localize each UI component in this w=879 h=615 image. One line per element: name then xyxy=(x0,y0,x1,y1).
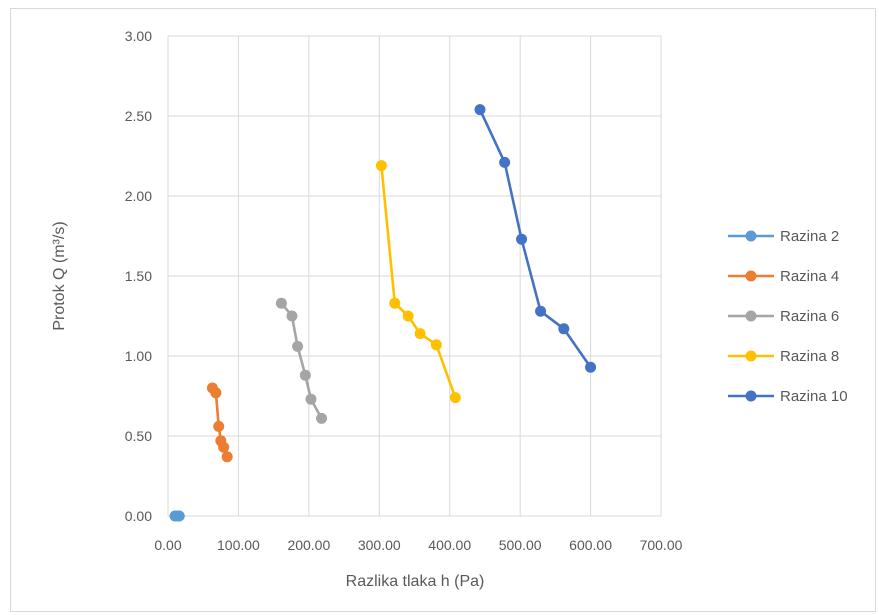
legend-marker xyxy=(745,270,757,282)
legend-marker xyxy=(745,230,757,242)
series-razina-6 xyxy=(275,297,328,424)
data-point xyxy=(389,297,401,309)
data-point xyxy=(316,412,328,424)
legend-item: Razina 8 xyxy=(728,348,839,365)
legend-marker xyxy=(745,350,757,362)
legend-label: Razina 4 xyxy=(780,268,839,285)
y-tick-label: 1.00 xyxy=(125,348,152,364)
data-point xyxy=(213,420,225,432)
grid-lines xyxy=(167,35,662,517)
legend-item: Razina 2 xyxy=(728,228,839,245)
y-axis-title: Protok Q (m³/s) xyxy=(51,221,68,330)
legend-label: Razina 10 xyxy=(780,388,848,405)
data-point xyxy=(414,328,426,340)
y-tick-label: 3.00 xyxy=(125,28,152,44)
x-tick-label: 700.00 xyxy=(640,537,683,553)
plot-series xyxy=(169,104,597,522)
series-razina-4 xyxy=(206,382,233,463)
data-point xyxy=(474,104,486,116)
legend: Razina 2 Razina 4 Razina 6 Razina 8 Razina 1… xyxy=(728,228,848,405)
data-point xyxy=(558,323,570,335)
data-point xyxy=(173,510,185,522)
data-point xyxy=(449,392,461,404)
series-line xyxy=(478,108,592,369)
series-razina-10 xyxy=(474,104,597,373)
data-point xyxy=(299,369,311,381)
x-tick-label: 200.00 xyxy=(287,537,330,553)
legend-item: Razina 4 xyxy=(728,268,839,285)
legend-label: Razina 6 xyxy=(780,308,839,325)
data-point xyxy=(286,310,298,322)
legend-label: Razina 2 xyxy=(780,228,839,245)
data-point xyxy=(499,156,511,168)
chart-frame xyxy=(10,8,876,612)
data-point xyxy=(305,393,317,405)
x-tick-label: 100.00 xyxy=(217,537,260,553)
data-point xyxy=(535,305,547,317)
data-point xyxy=(218,441,230,453)
legend-marker xyxy=(745,310,757,322)
data-point xyxy=(275,297,287,309)
x-tick-label: 500.00 xyxy=(499,537,542,553)
x-tick-label: 300.00 xyxy=(358,537,401,553)
data-point xyxy=(292,340,304,352)
y-tick-label: 2.50 xyxy=(125,108,152,124)
data-point xyxy=(430,339,442,351)
y-tick-label: 0.00 xyxy=(125,508,152,524)
axis-ticks: 0.00 0.50 1.00 1.50 2.00 2.50 3.00 0.00 100.00 20… xyxy=(125,28,683,553)
x-tick-label: 0.00 xyxy=(154,537,181,553)
y-tick-label: 2.00 xyxy=(125,188,152,204)
x-tick-label: 400.00 xyxy=(428,537,471,553)
data-point xyxy=(402,310,414,322)
series-razina-8 xyxy=(375,160,461,404)
data-point xyxy=(375,160,387,172)
legend-marker xyxy=(745,390,757,402)
x-axis-title: Razlika tlaka h (Pa) xyxy=(346,573,485,590)
data-point xyxy=(516,233,528,245)
series-razina-2 xyxy=(169,510,185,522)
data-point xyxy=(585,361,597,373)
data-point xyxy=(210,387,222,399)
data-point xyxy=(221,451,233,463)
legend-item: Razina 10 xyxy=(728,388,848,405)
y-tick-label: 1.50 xyxy=(125,268,152,284)
legend-label: Razina 8 xyxy=(780,348,839,365)
legend-item: Razina 6 xyxy=(728,308,839,325)
y-tick-label: 0.50 xyxy=(125,428,152,444)
series-line xyxy=(380,164,457,399)
x-tick-label: 600.00 xyxy=(569,537,612,553)
